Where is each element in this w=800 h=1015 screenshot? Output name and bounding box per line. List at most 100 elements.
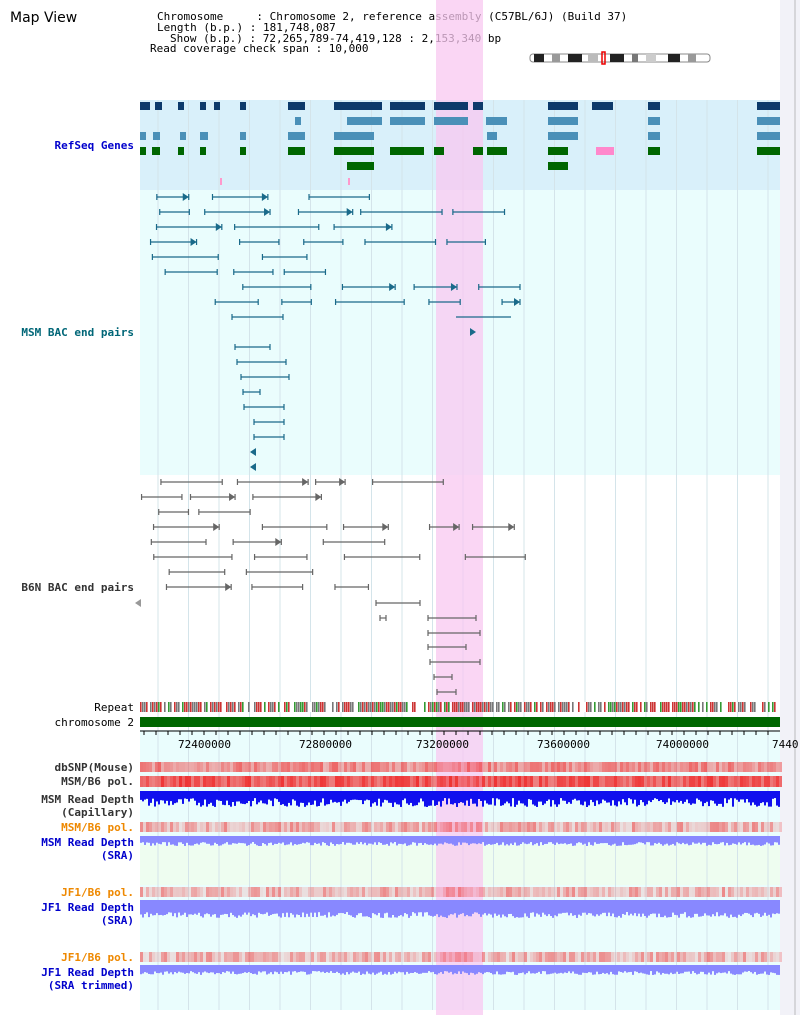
dbsnp-label[interactable]: dbSNP(Mouse)	[54, 761, 134, 774]
repeat-mark	[286, 702, 288, 712]
b6n-bac-label[interactable]: B6N BAC end pairs	[21, 581, 134, 594]
repeat-mark	[650, 702, 652, 712]
repeat-mark	[502, 702, 504, 712]
depth-bar	[708, 965, 710, 973]
heat-cell	[524, 822, 527, 832]
heat-cell	[173, 822, 176, 832]
heat-cell	[230, 887, 233, 897]
heat-cell	[503, 776, 506, 787]
jf1-read-depth-label[interactable]: JF1 Read Depth	[41, 901, 134, 914]
chromosome-ideogram[interactable]	[528, 51, 714, 65]
heat-cell	[638, 762, 641, 772]
heat-cell	[197, 887, 200, 897]
depth-bar	[384, 836, 386, 845]
depth-bar	[590, 900, 592, 914]
depth-bar	[354, 965, 356, 973]
jf1-b6-pol-label[interactable]: JF1/B6 pol.	[61, 886, 134, 899]
depth-bar	[142, 965, 144, 974]
heat-cell	[749, 887, 752, 897]
repeat-mark	[168, 702, 170, 712]
depth-bar	[384, 900, 386, 914]
repeat-mark	[392, 702, 394, 712]
depth-bar	[716, 836, 718, 845]
depth-bar	[242, 791, 244, 804]
depth-bar	[338, 791, 340, 803]
msm-read-depth-sra-label[interactable]: MSM Read Depth	[41, 836, 134, 849]
heat-cell	[488, 952, 491, 962]
gene-feature	[486, 117, 507, 125]
depth-bar	[350, 791, 352, 801]
heat-cell	[566, 762, 569, 772]
heat-cell	[200, 887, 203, 897]
gene-feature	[214, 102, 220, 110]
heat-cell	[329, 952, 332, 962]
depth-bar	[756, 900, 758, 913]
heat-cell	[158, 776, 161, 787]
heat-cell	[500, 776, 503, 787]
heat-cell	[485, 776, 488, 787]
bac-end-arrow	[225, 583, 232, 591]
depth-bar	[318, 836, 320, 844]
gene-feature	[757, 102, 780, 110]
repeat-mark	[258, 702, 260, 712]
depth-bar	[582, 900, 584, 913]
heat-cell	[353, 887, 356, 897]
repeat-mark	[200, 702, 202, 712]
gene-mark	[220, 178, 222, 185]
depth-bar	[338, 900, 340, 914]
depth-bar	[742, 791, 744, 800]
heat-cell	[698, 762, 701, 772]
depth-bar	[444, 791, 446, 799]
heat-cell	[155, 822, 158, 832]
msm-read-depth-cap-label[interactable]: MSM Read Depth	[41, 793, 134, 806]
gene-feature	[390, 102, 425, 110]
repeat-mark	[152, 702, 154, 712]
jf1-b6-pol-trim-label[interactable]: JF1/B6 pol.	[61, 951, 134, 964]
msm-bac-label[interactable]: MSM BAC end pairs	[21, 326, 134, 339]
depth-bar	[700, 836, 702, 845]
depth-bar	[490, 791, 492, 805]
heat-cell	[281, 887, 284, 897]
repeat-mark	[164, 702, 166, 712]
depth-bar	[406, 900, 408, 915]
depth-bar	[488, 965, 490, 973]
depth-bar	[252, 836, 254, 843]
refseq-genes-label[interactable]: RefSeq Genes	[54, 139, 134, 152]
depth-bar	[498, 900, 500, 915]
depth-bar	[550, 900, 552, 917]
gene-feature	[548, 147, 568, 155]
depth-bar	[186, 836, 188, 843]
depth-bar	[434, 965, 436, 975]
msm-b6-pol-sra-label[interactable]: MSM/B6 pol.	[61, 821, 134, 834]
depth-bar	[254, 791, 256, 799]
heat-cell	[149, 822, 152, 832]
heat-cell	[320, 822, 323, 832]
jf1-read-depth-trim-label[interactable]: JF1 Read Depth	[41, 966, 134, 979]
gene-feature	[288, 132, 305, 140]
repeat-mark	[538, 702, 540, 712]
heat-cell	[716, 822, 719, 832]
msm-b6-pol-label[interactable]: MSM/B6 pol.	[61, 775, 134, 788]
heat-cell	[305, 822, 308, 832]
heat-cell	[293, 822, 296, 832]
depth-bar	[276, 836, 278, 844]
heat-cell	[545, 952, 548, 962]
depth-bar	[324, 965, 326, 973]
heat-cell	[338, 776, 341, 787]
repeat-mark	[170, 702, 172, 712]
heat-cell	[743, 952, 746, 962]
heat-cell	[584, 952, 587, 962]
depth-bar	[722, 791, 724, 807]
heat-cell	[287, 822, 290, 832]
heat-cell	[299, 887, 302, 897]
depth-bar	[398, 965, 400, 972]
depth-bar	[218, 791, 220, 801]
repeat-mark	[380, 702, 382, 712]
depth-bar	[330, 900, 332, 917]
depth-bar	[524, 836, 526, 844]
heat-cell	[689, 776, 692, 787]
heat-cell	[509, 776, 512, 787]
heat-cell	[584, 776, 587, 787]
depth-bar	[300, 900, 302, 918]
